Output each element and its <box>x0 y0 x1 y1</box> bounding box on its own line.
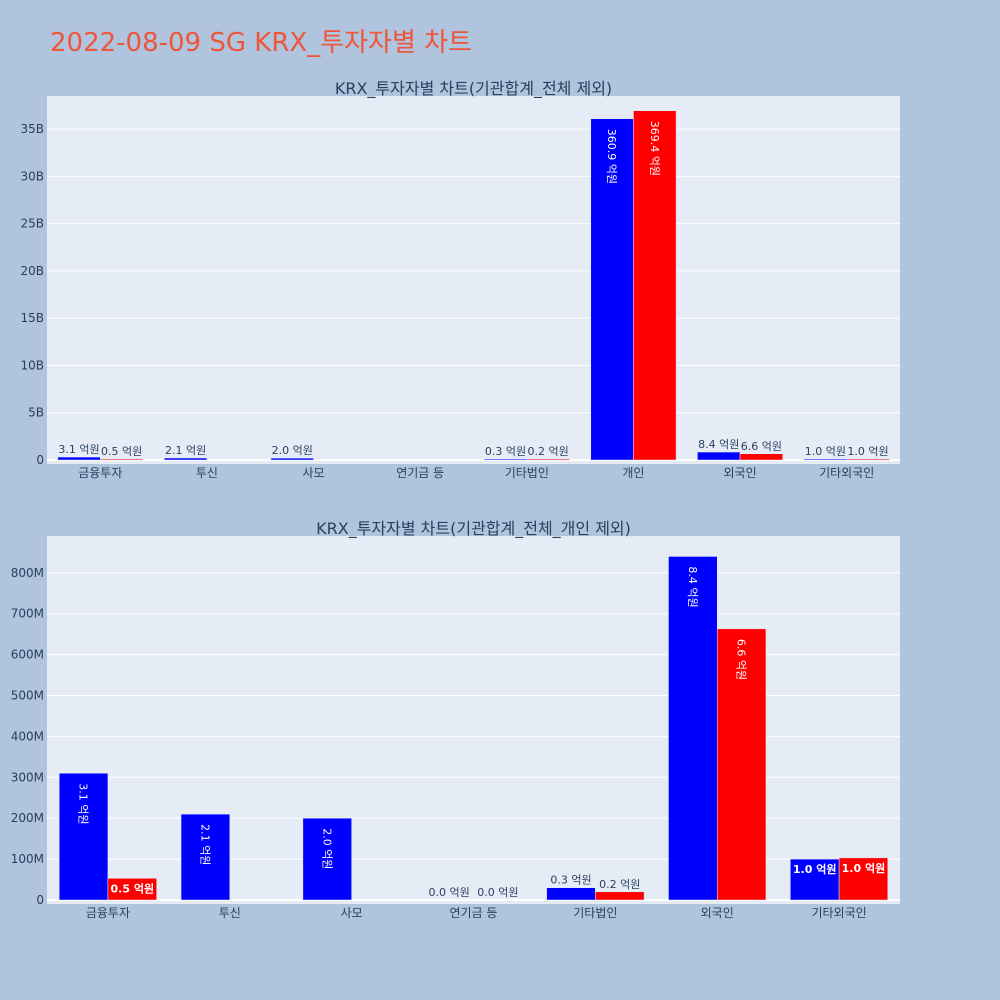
chart-title: KRX_투자자별 차트(기관합계_전체_개인 제외) <box>316 519 631 539</box>
data-label: 3.1 억원 <box>58 443 99 456</box>
plot-area-0 <box>47 96 900 464</box>
bar <box>107 878 157 901</box>
data-label: 0.2 억원 <box>599 878 640 891</box>
data-label: 2.1 억원 <box>165 444 206 457</box>
x-tick-label: 투신 <box>219 906 241 920</box>
bar <box>57 456 101 461</box>
y-tick-label: 200M <box>11 811 44 825</box>
y-tick-label: 30B <box>20 169 44 183</box>
x-tick-label: 사모 <box>341 906 363 920</box>
data-label: 0.5 억원 <box>111 881 155 895</box>
bar <box>790 858 840 901</box>
bar <box>164 457 208 461</box>
bar <box>595 891 645 901</box>
page-title: 2022-08-09 SG KRX_투자자별 차트 <box>50 28 472 58</box>
y-tick-label: 300M <box>11 770 44 784</box>
bar <box>58 772 109 901</box>
data-label: 369.4 억원 <box>648 121 661 176</box>
data-label: 8.4 억원 <box>698 438 739 451</box>
x-tick-label: 금융투자 <box>86 906 130 920</box>
bar <box>697 451 741 461</box>
y-tick-label: 25B <box>20 217 44 231</box>
bar <box>668 556 718 901</box>
y-tick-label: 0 <box>36 893 44 907</box>
data-label: 3.1 억원 <box>77 783 90 824</box>
data-label: 0.5 억원 <box>101 445 142 458</box>
x-tick-label: 기타법인 <box>573 906 617 920</box>
bar <box>302 817 352 901</box>
data-label: 360.9 억원 <box>605 129 618 184</box>
chart-title: KRX_투자자별 차트(기관합계_전체 제외) <box>335 79 612 99</box>
bar <box>846 458 890 461</box>
data-label: 1.0 억원 <box>805 445 846 458</box>
y-tick-label: 20B <box>20 264 44 278</box>
bar <box>739 453 783 461</box>
data-label: 0.2 억원 <box>528 445 569 458</box>
y-tick-label: 15B <box>20 311 44 325</box>
data-label: 0.3 억원 <box>550 874 591 887</box>
bar <box>838 857 889 901</box>
bar <box>483 458 528 461</box>
data-label: 0.0 억원 <box>477 886 518 899</box>
data-label: 0.0 억원 <box>429 886 470 899</box>
data-label: 2.1 억원 <box>198 824 211 865</box>
data-label: 6.6 억원 <box>741 440 782 453</box>
plot-area-1 <box>47 536 900 904</box>
y-tick-label: 35B <box>20 122 44 136</box>
x-tick-label: 외국인 <box>724 466 757 480</box>
bar <box>546 887 596 901</box>
bar <box>590 118 634 461</box>
x-tick-label: 사모 <box>303 466 325 480</box>
y-tick-label: 600M <box>11 648 44 662</box>
y-tick-label: 800M <box>11 566 44 580</box>
y-tick-label: 10B <box>20 358 44 372</box>
y-tick-label: 400M <box>11 729 44 743</box>
data-label: 8.4 억원 <box>686 566 699 607</box>
bar <box>526 458 570 461</box>
bar <box>270 457 314 461</box>
x-tick-label: 개인 <box>622 466 644 480</box>
data-label: 0.3 억원 <box>485 445 526 458</box>
data-label: 1.0 억원 <box>847 445 888 458</box>
y-tick-label: 500M <box>11 689 44 703</box>
bar <box>716 628 767 901</box>
x-tick-label: 투신 <box>196 466 218 480</box>
x-tick-label: 외국인 <box>701 906 734 920</box>
y-tick-label: 5B <box>28 406 44 420</box>
data-label: 2.0 억원 <box>320 828 333 869</box>
data-label: 1.0 억원 <box>793 862 837 876</box>
x-tick-label: 기타법인 <box>505 466 549 480</box>
x-tick-label: 기타외국인 <box>819 466 874 480</box>
x-tick-label: 기타외국인 <box>811 906 866 920</box>
bar <box>180 813 231 901</box>
x-tick-label: 연기금 등 <box>450 906 498 920</box>
x-tick-label: 연기금 등 <box>396 466 444 480</box>
x-tick-label: 금융투자 <box>78 466 122 480</box>
y-tick-label: 100M <box>11 852 44 866</box>
bar <box>803 458 847 461</box>
data-label: 2.0 억원 <box>272 444 313 457</box>
y-tick-label: 700M <box>11 607 44 621</box>
data-label: 6.6 억원 <box>735 639 748 680</box>
y-tick-label: 0 <box>36 453 44 467</box>
data-label: 1.0 억원 <box>842 861 886 875</box>
bar <box>100 458 144 461</box>
bar <box>633 110 677 461</box>
